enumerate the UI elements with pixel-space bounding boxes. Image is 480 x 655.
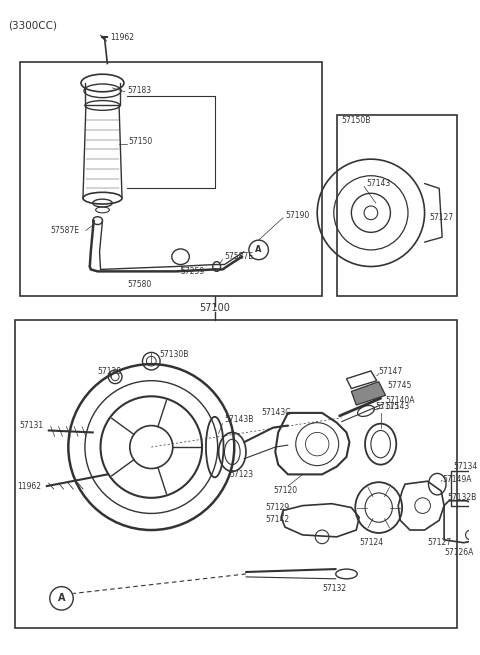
Text: 57120: 57120 [273, 487, 298, 495]
Text: A: A [255, 246, 262, 254]
Text: 57587E: 57587E [51, 226, 80, 235]
Text: 57127: 57127 [430, 213, 454, 222]
Text: 57190: 57190 [285, 212, 309, 220]
Text: 57100: 57100 [199, 303, 230, 314]
Bar [337, 115, 457, 296]
Text: 57131: 57131 [20, 421, 44, 430]
Text: 11962: 11962 [110, 33, 134, 42]
Text: 57132B: 57132B [447, 493, 476, 502]
Text: (3300CC): (3300CC) [8, 20, 57, 30]
Text: 57580: 57580 [127, 280, 151, 289]
Text: 57134: 57134 [454, 462, 478, 471]
Text: 57126A: 57126A [444, 548, 473, 557]
Text: 57128: 57128 [97, 367, 121, 377]
Text: 57115: 57115 [376, 402, 400, 411]
Bar [20, 62, 322, 296]
Text: 57143C: 57143C [262, 409, 291, 417]
Text: 57259: 57259 [180, 267, 205, 276]
Text: 57150B: 57150B [342, 115, 371, 124]
Text: 57587E: 57587E [225, 252, 253, 261]
Bar [451, 472, 478, 506]
Text: 57183: 57183 [127, 86, 151, 96]
Text: 57130B: 57130B [159, 350, 189, 359]
Text: 57147: 57147 [379, 367, 403, 377]
Text: 57143B: 57143B [225, 415, 254, 424]
Text: 57124: 57124 [359, 538, 384, 547]
Text: 57132: 57132 [322, 584, 346, 593]
Text: 57123: 57123 [229, 470, 253, 479]
Bar [15, 320, 457, 627]
Text: 57140A: 57140A [385, 396, 415, 405]
Text: 57142: 57142 [265, 515, 289, 524]
Text: 11962: 11962 [17, 481, 41, 491]
Text: A: A [58, 593, 65, 603]
Text: 57143: 57143 [385, 402, 410, 411]
Text: 57127: 57127 [428, 538, 452, 547]
Text: 57150: 57150 [129, 137, 153, 146]
Text: 57745: 57745 [387, 381, 412, 390]
Text: 57129: 57129 [265, 503, 289, 512]
Text: 57149A: 57149A [442, 475, 472, 484]
Polygon shape [351, 382, 385, 405]
Text: 57143: 57143 [366, 179, 390, 188]
